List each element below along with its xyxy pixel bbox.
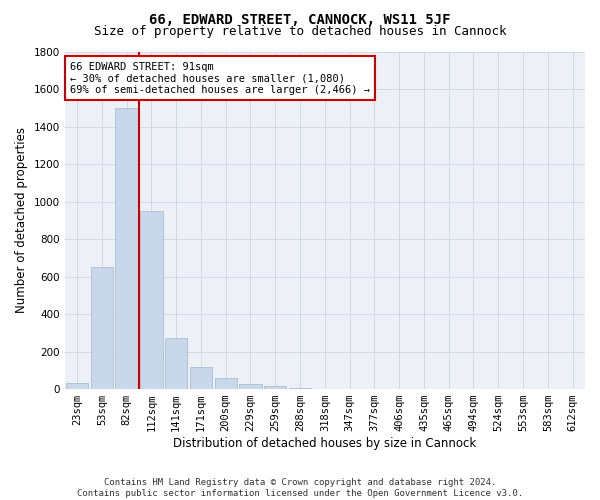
Bar [190, 366, 212, 389]
Text: Size of property relative to detached houses in Cannock: Size of property relative to detached ho… [94, 25, 506, 38]
Bar [289, 388, 311, 389]
Bar [165, 338, 187, 389]
Text: Contains HM Land Registry data © Crown copyright and database right 2024.
Contai: Contains HM Land Registry data © Crown c… [77, 478, 523, 498]
Bar [115, 108, 138, 389]
Bar [91, 267, 113, 389]
Bar [66, 382, 88, 389]
Y-axis label: Number of detached properties: Number of detached properties [15, 128, 28, 314]
Text: 66 EDWARD STREET: 91sqm
← 30% of detached houses are smaller (1,080)
69% of semi: 66 EDWARD STREET: 91sqm ← 30% of detache… [70, 62, 370, 95]
Bar [264, 386, 286, 389]
Text: 66, EDWARD STREET, CANNOCK, WS11 5JF: 66, EDWARD STREET, CANNOCK, WS11 5JF [149, 12, 451, 26]
Bar [239, 384, 262, 389]
Bar [215, 378, 237, 389]
Bar [140, 211, 163, 389]
X-axis label: Distribution of detached houses by size in Cannock: Distribution of detached houses by size … [173, 437, 476, 450]
